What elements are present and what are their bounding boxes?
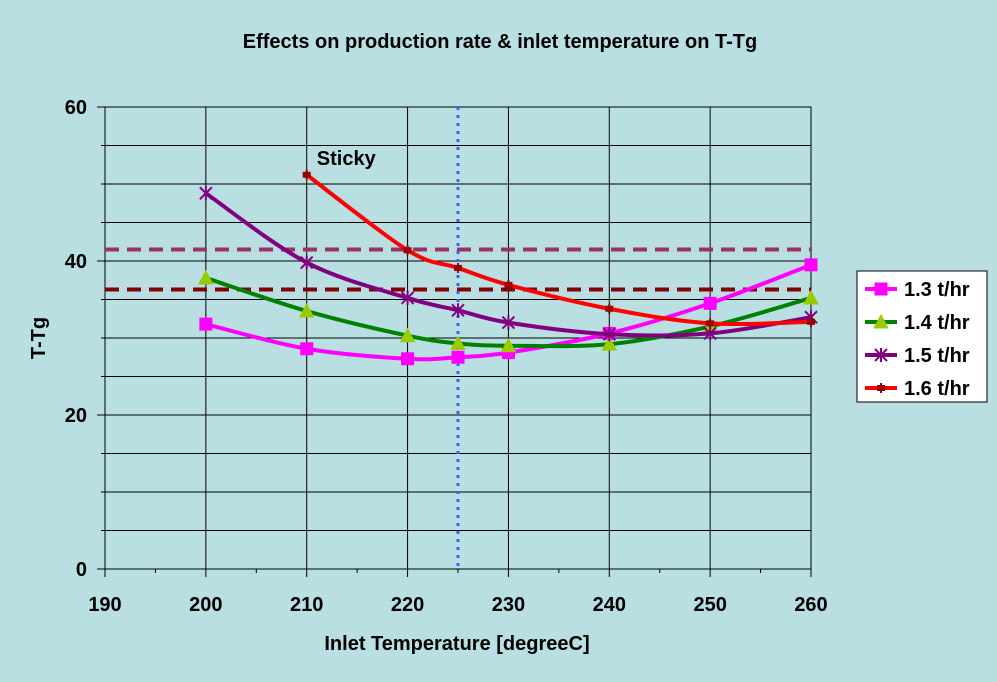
legend-label: 1.5 t/hr bbox=[904, 345, 970, 367]
data-point bbox=[501, 315, 516, 330]
x-tick-label: 210 bbox=[290, 594, 323, 616]
legend-label: 1.4 t/hr bbox=[904, 312, 970, 334]
data-point bbox=[399, 327, 416, 343]
data-point bbox=[300, 342, 314, 356]
data-point bbox=[605, 303, 614, 314]
data-point bbox=[300, 255, 314, 270]
legend-item: 1.6 t/hr bbox=[865, 378, 970, 400]
legend-marker bbox=[873, 313, 889, 329]
marker-square bbox=[401, 352, 415, 366]
data-point bbox=[703, 296, 717, 310]
legend-marker bbox=[877, 383, 885, 393]
y-tick-label: 40 bbox=[65, 251, 87, 273]
x-tick-label: 190 bbox=[88, 594, 121, 616]
marker-triangle bbox=[450, 335, 466, 350]
data-point bbox=[198, 269, 214, 285]
marker-triangle bbox=[803, 289, 819, 305]
data-point bbox=[450, 335, 466, 350]
chart-title: Effects on production rate & inlet tempe… bbox=[243, 31, 757, 53]
data-point bbox=[602, 327, 616, 342]
data-point bbox=[298, 302, 315, 318]
marker-triangle bbox=[873, 313, 889, 329]
data-point bbox=[302, 169, 311, 180]
marker-square bbox=[703, 296, 717, 310]
y-axis-label: T-Tg bbox=[28, 317, 50, 359]
annotation-sticky: Sticky bbox=[317, 148, 377, 170]
x-tick-label: 230 bbox=[492, 594, 525, 616]
marker-square bbox=[300, 342, 314, 356]
marker-triangle bbox=[500, 337, 517, 353]
data-point bbox=[601, 336, 618, 351]
marker-triangle bbox=[298, 302, 315, 318]
x-tick-label: 260 bbox=[794, 594, 827, 616]
data-point bbox=[454, 262, 462, 273]
marker-triangle bbox=[198, 269, 214, 285]
data-point bbox=[706, 318, 715, 329]
data-point bbox=[500, 337, 517, 353]
marker-square bbox=[199, 317, 213, 331]
plot-area: 190 200 210 220 230 240 250 260 0 20 40 60 Sticky bbox=[65, 97, 828, 616]
data-point bbox=[400, 290, 415, 305]
x-tick-label: 220 bbox=[391, 594, 424, 616]
legend-item: 1.3 t/hr bbox=[865, 279, 970, 301]
data-point bbox=[803, 289, 819, 305]
legend-marker bbox=[874, 348, 888, 362]
data-point bbox=[451, 350, 465, 364]
marker-square bbox=[874, 282, 888, 296]
data-point bbox=[451, 303, 465, 318]
x-tick-label: 200 bbox=[189, 594, 222, 616]
legend-label: 1.3 t/hr bbox=[904, 279, 970, 301]
y-tick-label: 60 bbox=[65, 97, 87, 119]
legend-label: 1.6 t/hr bbox=[904, 378, 970, 400]
legend-item: 1.4 t/hr bbox=[865, 312, 970, 334]
x-axis-label: Inlet Temperature [degreeC] bbox=[324, 633, 589, 655]
marker-triangle bbox=[601, 336, 618, 351]
data-point bbox=[807, 316, 815, 327]
data-point bbox=[199, 317, 213, 331]
data-point bbox=[403, 245, 412, 256]
data-point bbox=[804, 258, 818, 272]
data-point bbox=[199, 186, 213, 201]
x-tick-label: 240 bbox=[593, 594, 626, 616]
marker-triangle bbox=[399, 327, 416, 343]
y-tick-label: 0 bbox=[76, 559, 87, 581]
marker-square bbox=[804, 258, 818, 272]
legend-item: 1.5 t/hr bbox=[865, 345, 970, 367]
data-point bbox=[703, 326, 717, 341]
data-point bbox=[401, 352, 415, 366]
legend: 1.3 t/hr 1.4 t/hr 1.5 t/hr 1.6 t/hr bbox=[856, 270, 988, 403]
data-point bbox=[504, 279, 513, 290]
legend-marker bbox=[874, 282, 888, 296]
y-tick-label: 20 bbox=[65, 405, 87, 427]
x-tick-label: 250 bbox=[693, 594, 726, 616]
marker-square bbox=[451, 350, 465, 364]
